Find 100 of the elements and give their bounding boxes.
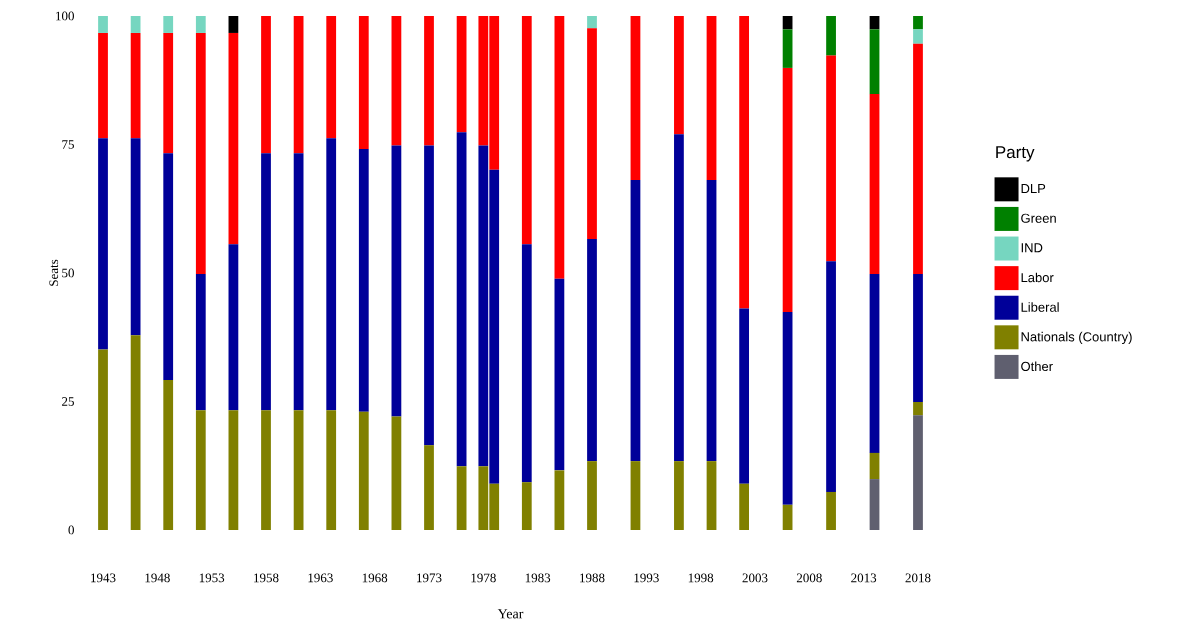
bar: [913, 29, 923, 44]
bar: [130, 15, 141, 33]
bar: [98, 349, 108, 530]
legend-title: Party: [996, 146, 1035, 162]
bar: [554, 15, 565, 279]
bar: [706, 179, 717, 462]
bar: [293, 410, 304, 530]
x-tick-label: 1948: [145, 573, 170, 583]
x-tick-label: 1978: [471, 573, 496, 583]
bar: [163, 32, 174, 154]
bar: [261, 153, 271, 411]
bar: [424, 445, 434, 530]
legend-label: Labor: [1021, 272, 1054, 283]
x-tick-label: 2018: [905, 573, 931, 583]
bar: [826, 491, 836, 530]
bar: [587, 15, 597, 29]
bar: [130, 335, 141, 530]
legend-label: Green: [1021, 213, 1056, 223]
x-tick-label: 1958: [254, 573, 279, 583]
bar: [782, 67, 793, 313]
legend-label: Other: [1021, 361, 1053, 372]
bar: [228, 15, 239, 33]
legend-label: Liberal: [1021, 302, 1059, 312]
x-tick-label: 1973: [417, 573, 442, 583]
bar: [913, 415, 923, 530]
x-tick-label: 1983: [525, 573, 551, 583]
bar: [293, 153, 304, 411]
bar: [587, 28, 597, 240]
bar: [587, 461, 597, 530]
bar: [869, 94, 880, 275]
bar: [228, 410, 239, 530]
bar: [739, 308, 750, 484]
bar: [674, 461, 684, 530]
bar: [98, 32, 108, 139]
x-tick-label: 1943: [91, 573, 116, 583]
y-tick-label: 50: [62, 268, 74, 278]
bar: [869, 479, 880, 530]
legend-label: Nationals (Country): [1021, 331, 1132, 344]
x-tick-label: 1968: [362, 573, 388, 583]
bar: [913, 43, 923, 275]
bar: [163, 153, 174, 380]
bar: [739, 483, 750, 530]
bar: [228, 244, 239, 411]
bar: [826, 261, 836, 492]
y-tick-label: 75: [62, 140, 74, 149]
bar: [326, 15, 337, 139]
bar: [630, 15, 641, 180]
bar: [674, 134, 684, 462]
x-axis-title: Year: [497, 609, 524, 619]
bar: [130, 32, 141, 139]
bar: [98, 15, 108, 33]
x-tick-label: 1963: [308, 573, 333, 583]
x-tick-label: 2008: [796, 573, 822, 583]
bar: [913, 274, 923, 402]
bar: [358, 15, 369, 150]
bar: [674, 15, 684, 135]
bar: [630, 461, 641, 530]
bar: [195, 15, 206, 33]
bar: [391, 15, 402, 146]
bar: [424, 15, 434, 146]
x-tick-label: 2003: [742, 573, 768, 583]
bar: [521, 15, 532, 245]
bar: [630, 179, 641, 462]
bar: [391, 145, 402, 417]
x-tick-label: 1953: [199, 573, 225, 583]
bar: [293, 15, 304, 154]
bar: [521, 244, 532, 483]
bar: [587, 239, 597, 462]
bar: [456, 132, 467, 467]
bar: [195, 32, 206, 275]
bar: [358, 411, 369, 530]
bar: [424, 145, 434, 446]
x-tick-label: 1993: [634, 573, 659, 583]
bar: [358, 149, 369, 412]
bar: [261, 15, 271, 154]
bar: [826, 55, 836, 262]
bar: [195, 274, 206, 411]
bar: [326, 410, 337, 530]
bar: [326, 138, 337, 411]
bar: [456, 15, 467, 133]
x-tick-label: 2013: [851, 573, 877, 583]
bar: [782, 312, 793, 505]
bar: [228, 32, 239, 245]
bar: [706, 461, 717, 530]
bar: [456, 466, 467, 530]
bar: [826, 15, 836, 56]
bar: [261, 410, 271, 530]
bar: [163, 379, 174, 530]
y-tick-label: 0: [68, 525, 74, 535]
bar: [706, 15, 717, 180]
y-axis-title: Seats: [49, 259, 59, 286]
bar: [913, 15, 923, 30]
bar: [163, 15, 174, 33]
bar: [554, 470, 565, 530]
y-tick-label: 25: [62, 397, 74, 406]
bar: [130, 138, 141, 336]
bar: [195, 410, 206, 530]
legend-label: IND: [1021, 243, 1043, 253]
legend-label: DLP: [1021, 184, 1046, 194]
bar: [869, 274, 880, 453]
